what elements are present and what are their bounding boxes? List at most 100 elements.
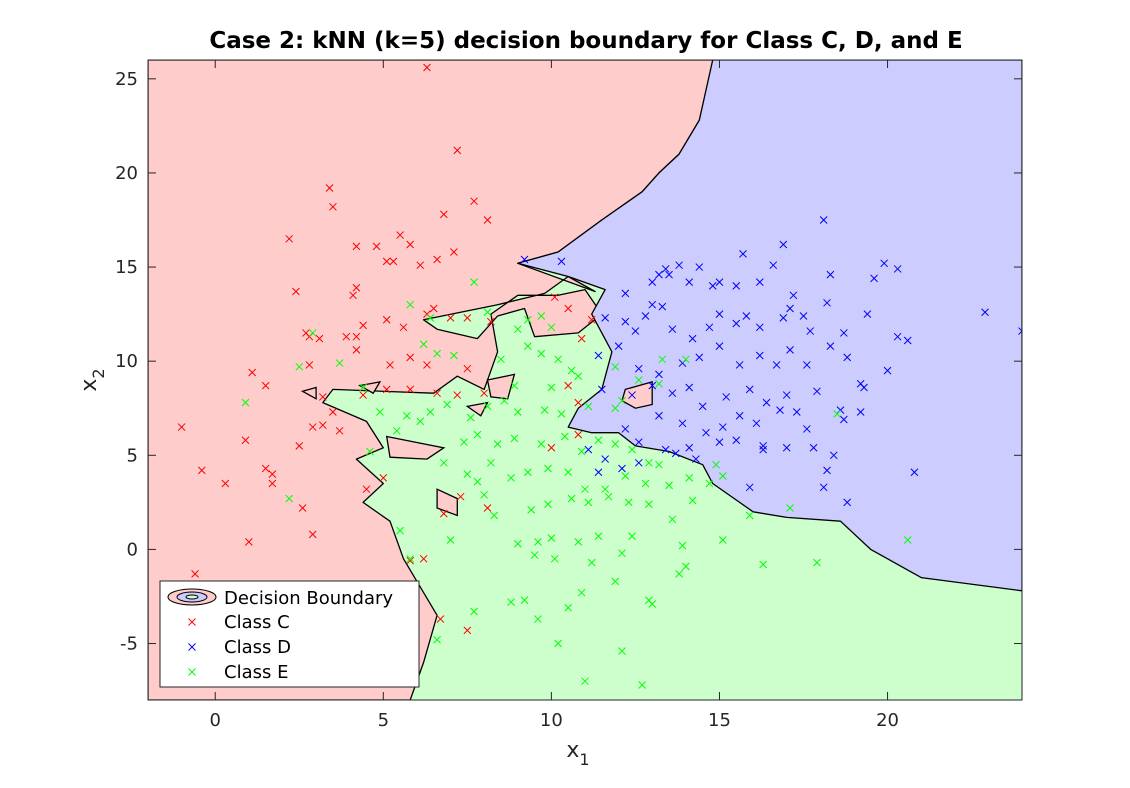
markers: [177, 63, 1022, 689]
data-point-class-e: [645, 500, 653, 509]
data-point-class-d: [870, 274, 878, 283]
data-point-class-e: [335, 359, 344, 367]
data-point-class-e: [705, 479, 714, 488]
data-point-class-e: [241, 398, 250, 407]
data-point-class-e: [611, 440, 620, 448]
data-point-class-e: [439, 458, 448, 467]
data-point-class-d: [910, 468, 919, 477]
data-point-class-d: [621, 425, 630, 433]
data-point-class-e: [584, 498, 593, 507]
data-point-class-d: [745, 483, 754, 492]
data-point-class-e: [520, 596, 529, 605]
data-point-class-e: [648, 600, 657, 608]
data-point-class-c: [429, 304, 438, 313]
data-point-class-d: [668, 389, 677, 398]
data-point-class-e: [678, 541, 687, 550]
data-point-class-d: [695, 263, 704, 271]
data-point-class-d: [641, 312, 650, 320]
data-point-class-e: [618, 396, 626, 405]
data-point-class-d: [782, 443, 791, 452]
data-point-class-d: [759, 445, 768, 454]
data-point-class-e: [712, 460, 720, 469]
data-point-class-d: [601, 314, 610, 322]
legend-boundary-icon: [167, 588, 217, 606]
data-point-class-d: [981, 308, 989, 317]
data-point-class-e: [641, 479, 650, 488]
data-point-class-e: [510, 434, 519, 443]
data-point-class-d: [618, 464, 626, 473]
data-point-class-e: [537, 349, 546, 358]
data-point-class-e: [587, 558, 596, 567]
legend: Decision Boundary Class C Class D Class …: [159, 580, 420, 688]
legend-label-class-e: Class E: [224, 662, 288, 683]
data-point-class-d: [655, 411, 663, 420]
data-point-class-e: [675, 570, 683, 578]
data-point-class-d: [692, 455, 700, 463]
data-point-class-c: [419, 554, 428, 563]
data-point-class-e: [513, 325, 522, 334]
data-point-class-c: [315, 334, 324, 343]
data-point-class-c: [547, 443, 556, 452]
data-point-class-c: [221, 479, 230, 488]
data-point-class-e: [681, 562, 690, 571]
data-point-class-d: [735, 361, 744, 369]
data-point-class-d: [594, 468, 603, 477]
data-point-class-e: [366, 447, 374, 456]
data-point-class-d: [823, 298, 831, 307]
data-point-class-c: [318, 393, 327, 401]
data-point-class-e: [574, 538, 583, 546]
data-point-class-c: [335, 426, 344, 435]
data-point-class-c: [382, 315, 391, 324]
data-point-class-d: [668, 325, 677, 334]
data-point-class-d: [829, 451, 838, 460]
data-point-class-e: [665, 481, 673, 490]
data-point-class-e: [628, 532, 636, 541]
data-point-class-c: [268, 470, 277, 478]
data-point-class-e: [577, 447, 586, 456]
data-point-class-c: [406, 385, 415, 394]
data-point-class-e: [473, 477, 482, 486]
data-point-class-d: [631, 327, 640, 335]
data-point-class-c: [416, 261, 425, 270]
data-point-class-d: [715, 310, 724, 318]
data-point-class-e: [446, 536, 455, 544]
data-point-class-c: [574, 398, 583, 407]
data-point-class-c: [483, 504, 492, 512]
data-point-class-e: [513, 539, 522, 548]
data-point-class-e: [718, 536, 727, 544]
data-point-class-c: [372, 242, 381, 251]
data-point-class-d: [883, 366, 892, 375]
data-point-class-c: [261, 464, 270, 473]
decision-regions: [148, 60, 1022, 700]
data-point-class-e: [534, 615, 542, 623]
data-point-class-c: [352, 346, 361, 354]
data-point-class-e: [527, 506, 536, 514]
data-point-class-c: [450, 248, 458, 256]
data-point-class-e: [564, 603, 573, 612]
data-point-class-e: [547, 323, 556, 332]
data-point-class-d: [621, 289, 630, 298]
data-point-class-e: [490, 511, 499, 520]
data-point-class-c: [577, 334, 586, 343]
data-point-class-e: [470, 607, 478, 616]
data-point-class-e: [688, 496, 697, 505]
legend-marker-class-c: [188, 618, 196, 626]
data-point-class-c: [396, 231, 404, 239]
data-point-class-e: [406, 300, 415, 309]
plot-frame: [147, 59, 1023, 701]
data-point-class-d: [634, 364, 643, 373]
data-point-class-e: [638, 681, 646, 689]
data-point-class-e: [419, 340, 428, 349]
data-point-class-c: [244, 538, 253, 546]
data-point-class-d: [655, 370, 663, 379]
data-point-class-d: [762, 398, 771, 407]
data-point-class-d: [826, 270, 835, 279]
data-point-class-c: [352, 332, 361, 341]
data-point-class-e: [426, 314, 435, 322]
data-point-class-d: [675, 261, 683, 270]
data-point-class-d: [685, 278, 694, 286]
legend-marker-class-e: [188, 668, 196, 676]
legend-label-class-c: Class C: [224, 612, 290, 633]
data-point-class-e: [463, 470, 472, 478]
